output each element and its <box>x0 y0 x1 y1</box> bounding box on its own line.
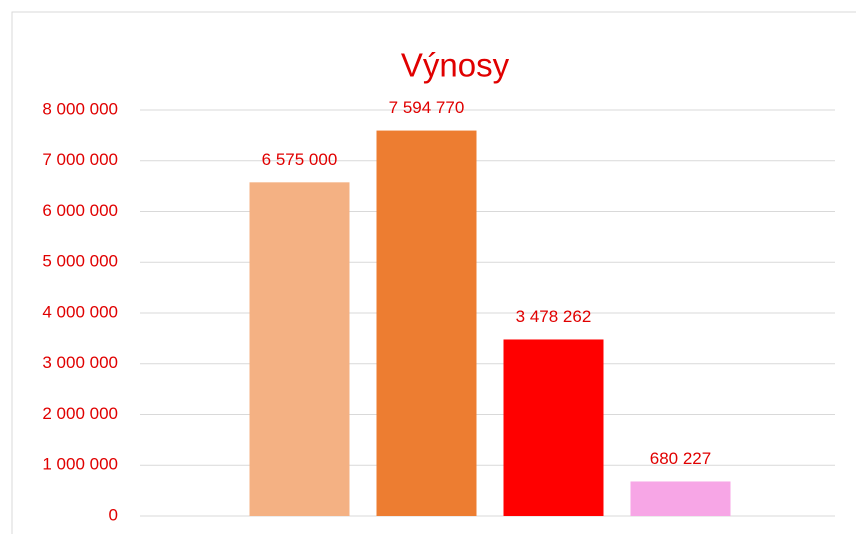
y-tick-label: 1 000 000 <box>42 455 118 474</box>
y-tick-label: 0 <box>109 505 118 524</box>
bar <box>503 339 604 516</box>
y-tick-label: 6 000 000 <box>42 201 118 220</box>
y-tick-label: 5 000 000 <box>42 252 118 271</box>
bar <box>630 481 731 516</box>
y-tick-label: 7 000 000 <box>42 150 118 169</box>
data-label: 6 575 000 <box>262 150 338 169</box>
data-label: 3 478 262 <box>516 307 592 326</box>
bar <box>249 182 350 516</box>
chart-title: Výnosy <box>401 47 510 84</box>
chart-frame <box>11 11 856 534</box>
y-tick-label: 8 000 000 <box>42 99 118 118</box>
bar <box>376 130 477 516</box>
data-label: 680 227 <box>650 449 711 468</box>
y-tick-label: 4 000 000 <box>42 302 118 321</box>
y-tick-label: 3 000 000 <box>42 353 118 372</box>
data-label: 7 594 770 <box>389 98 465 117</box>
y-tick-label: 2 000 000 <box>42 404 118 423</box>
